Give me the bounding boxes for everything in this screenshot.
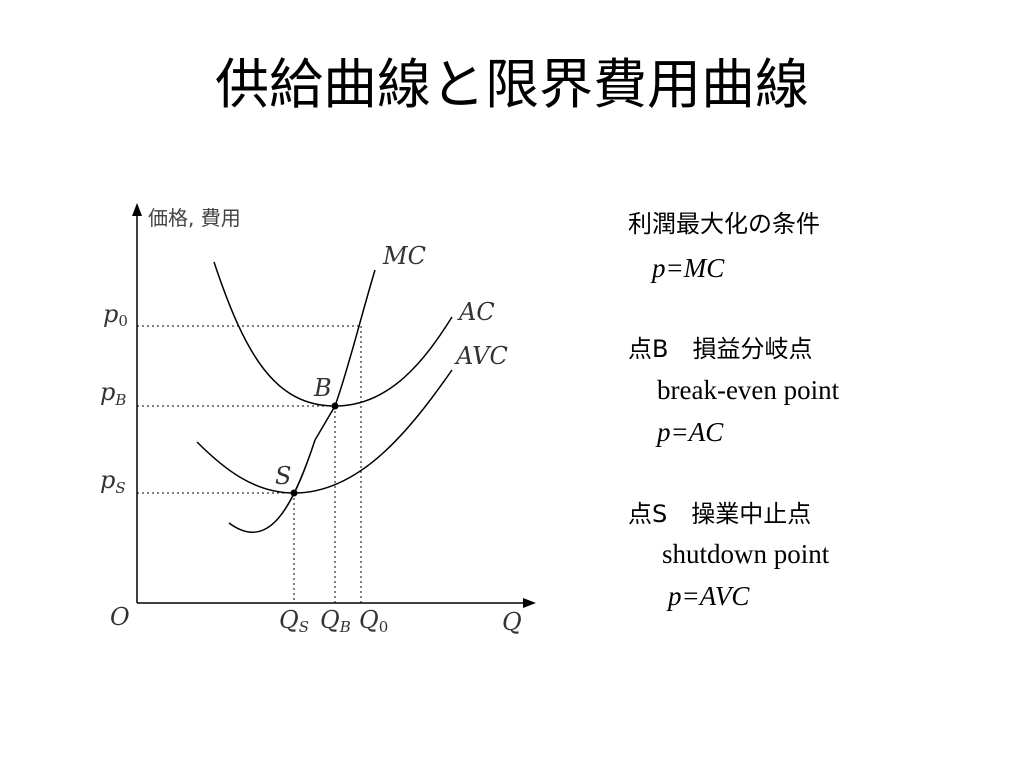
point-s-label: S xyxy=(275,462,291,490)
point-s-formula: p=AVC xyxy=(668,581,750,611)
mc-label: MC xyxy=(382,242,426,270)
ac-label: AC xyxy=(457,298,495,326)
quantity-label-qb: QB xyxy=(320,606,351,636)
profit-max-formula: p=MC xyxy=(652,253,725,283)
price-label-pb: pB xyxy=(100,378,126,409)
profit-max-heading: 利潤最大化の条件 xyxy=(628,210,820,238)
x-axis-arrow xyxy=(523,598,536,608)
slide-title: 供給曲線と限界費用曲線 xyxy=(215,53,809,116)
point-s-dot xyxy=(290,489,298,497)
ac-curve xyxy=(213,261,453,407)
point-b-heading: 点B 損益分岐点 xyxy=(628,335,813,363)
point-b-formula: p=AC xyxy=(657,417,724,447)
point-b-label: B xyxy=(313,374,332,402)
point-s-english: shutdown point xyxy=(662,539,830,569)
avc-curve xyxy=(196,369,453,494)
guide-lines xyxy=(137,325,362,603)
origin-label: O xyxy=(110,603,130,631)
quantity-label-q0: Q0 xyxy=(359,606,388,636)
quantity-label-qs: QS xyxy=(279,606,309,636)
y-axis-arrow xyxy=(132,203,142,216)
x-axis-label: Q xyxy=(502,608,522,636)
price-label-ps: pS xyxy=(100,466,126,497)
price-label-p0: p0 xyxy=(103,300,128,330)
mc-curve xyxy=(228,269,376,534)
point-s-heading: 点S 操業中止点 xyxy=(628,500,812,528)
point-b-english: break-even point xyxy=(657,375,840,405)
y-axis-label: 価格, 費用 xyxy=(148,206,241,230)
avc-label: AVC xyxy=(454,342,508,370)
point-b-dot xyxy=(331,402,339,410)
